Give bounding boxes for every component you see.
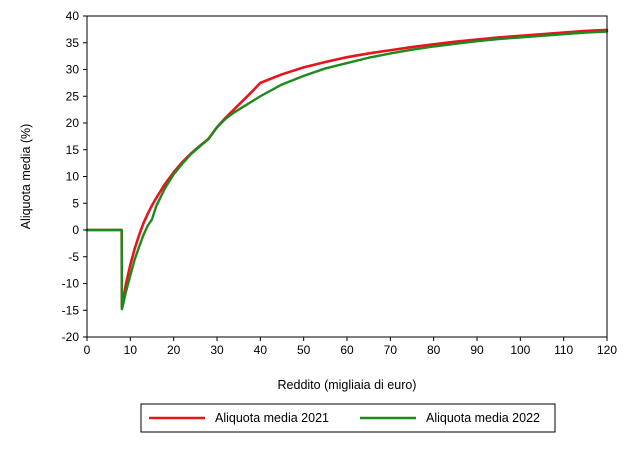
y-tick-label: 10 <box>66 170 80 184</box>
legend-box <box>140 403 556 433</box>
x-tick-label: 80 <box>427 343 441 357</box>
y-tick-label: -10 <box>62 277 80 291</box>
y-axis-title: Aliquota media (%) <box>19 124 33 230</box>
x-tick-label: 40 <box>254 343 268 357</box>
x-tick-label: 100 <box>510 343 530 357</box>
y-tick-label: -5 <box>68 250 79 264</box>
y-tick-label: 35 <box>66 36 80 50</box>
legend: Aliquota media 2021 Aliquota media 2022 <box>140 403 556 433</box>
x-tick-label: 30 <box>210 343 224 357</box>
x-tick-label: 90 <box>470 343 484 357</box>
x-tick-label: 20 <box>167 343 181 357</box>
y-tick-label: 0 <box>72 223 79 237</box>
x-axis-title: Reddito (migliaia di euro) <box>278 378 417 392</box>
x-tick-label: 10 <box>124 343 138 357</box>
plot-lines <box>85 28 609 311</box>
y-tick-label: 30 <box>66 63 80 77</box>
y-tick-label: -15 <box>62 303 80 317</box>
x-axis-ticks: 0 10 20 30 40 50 60 70 80 90 100 110 120 <box>84 337 617 357</box>
x-tick-label: 120 <box>597 343 617 357</box>
y-axis-ticks: -20 -15 -10 -5 0 5 10 15 20 25 30 35 40 <box>62 9 87 344</box>
legend-label-2022: Aliquota media 2022 <box>426 411 540 425</box>
x-tick-label: 0 <box>84 343 91 357</box>
series-line-1 <box>85 28 609 309</box>
x-tick-label: 60 <box>340 343 354 357</box>
y-tick-label: 25 <box>66 89 80 103</box>
y-tick-label: 5 <box>72 196 79 210</box>
x-tick-label: 110 <box>554 343 573 357</box>
y-tick-label: 15 <box>66 143 80 157</box>
y-tick-label: 40 <box>66 9 80 23</box>
legend-label-2021: Aliquota media 2021 <box>215 411 329 425</box>
series-line-2 <box>85 30 609 311</box>
x-tick-label: 50 <box>297 343 311 357</box>
x-tick-label: 70 <box>384 343 398 357</box>
y-tick-label: -20 <box>62 330 80 344</box>
y-tick-label: 20 <box>66 116 80 130</box>
